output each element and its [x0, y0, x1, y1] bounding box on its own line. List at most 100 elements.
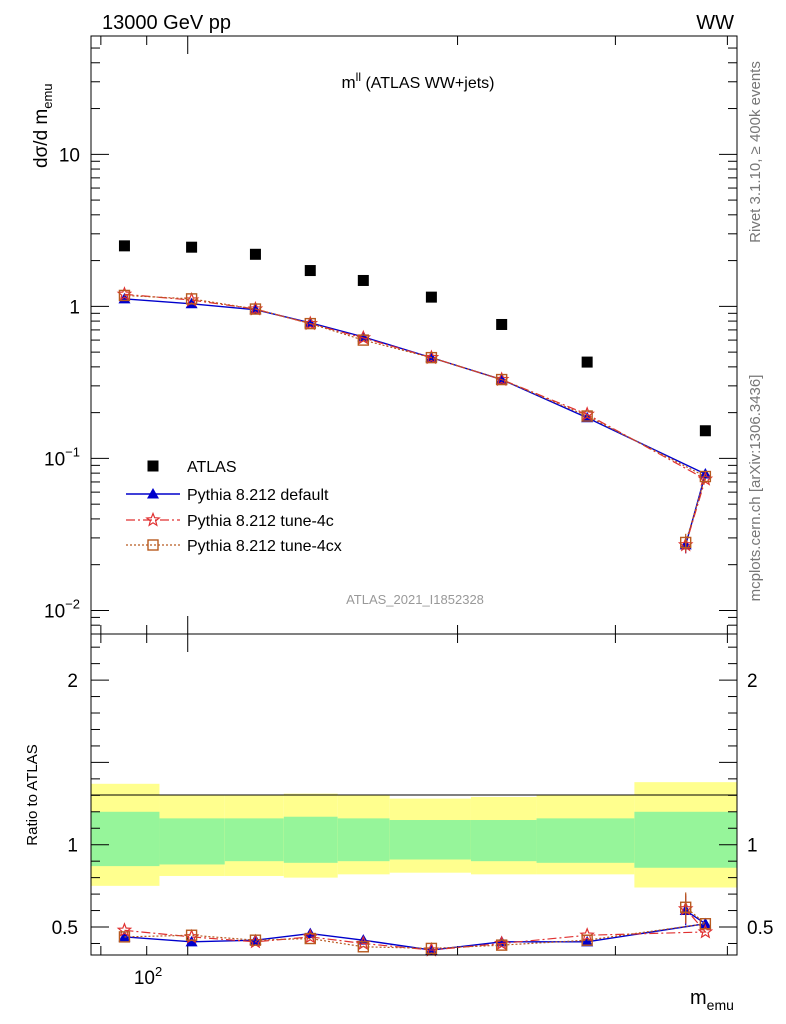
ratio-point [581, 935, 594, 947]
ratio-frame [90, 633, 738, 956]
data-point [186, 241, 198, 253]
ratio-y-tick-label-right: 0.5 [747, 918, 773, 939]
ratio-axis-ticks [91, 634, 737, 955]
legend-label: Pythia 8.212 tune-4c [187, 513, 334, 530]
band-green [159, 818, 225, 865]
ratio-point [249, 934, 262, 946]
ratio-y-axis-label: Ratio to ATLAS [24, 744, 41, 845]
ratio-point [185, 935, 198, 947]
y-tick-label: 10 [59, 145, 80, 166]
y-tick-label: 1 [69, 297, 80, 318]
legend-entry: ATLAS [147, 459, 237, 476]
ratio-point [699, 917, 712, 929]
band-green [536, 818, 635, 863]
data-point [425, 291, 437, 303]
data-point [118, 289, 131, 302]
band-green [337, 818, 390, 862]
ratio-series-line [124, 909, 708, 951]
ratio-point [697, 923, 714, 939]
data-point [249, 248, 261, 260]
ratio-y-tick-label: 2 [67, 671, 78, 692]
ratio-series-pythia-8-212-tune-4c [116, 894, 714, 957]
ratio-point [425, 942, 438, 955]
band-green [224, 818, 284, 862]
ratio-point [116, 922, 133, 937]
ratio-point [495, 939, 508, 951]
y-tick-label: 10−2 [44, 596, 80, 622]
series-line [124, 298, 707, 546]
band-green [283, 816, 338, 863]
band-green [91, 811, 160, 867]
ratio-series-line [124, 906, 707, 950]
mcplots-label: mcplots.cern.ch [arXiv:1306.3436] [747, 375, 764, 602]
ratio-point [579, 927, 595, 942]
upper-axis-ticks [91, 35, 737, 635]
series-pythia-8-212-tune-4c [116, 286, 714, 552]
upper-series [116, 240, 714, 554]
ratio-point [118, 930, 131, 942]
legend-entry: Pythia 8.212 default [126, 487, 329, 504]
data-point [581, 356, 593, 368]
data-point [357, 334, 370, 346]
data-point [699, 470, 712, 483]
ratio-y-tick-label-right: 1 [747, 836, 758, 857]
series-line [124, 294, 707, 543]
data-point [185, 293, 198, 305]
ratio-panel: 0.5 0.5 1 1 2 2 Ratio to ATLAS [24, 633, 774, 957]
legend-marker [147, 488, 159, 499]
data-point [699, 425, 711, 437]
data-point [304, 265, 316, 277]
y-tick-label: 10−1 [44, 444, 80, 470]
analysis-id: ATLAS_2021_I1852328 [346, 592, 484, 607]
legend-marker [147, 539, 159, 551]
ratio-series-pythia-8-212-tune-4cx [118, 892, 712, 955]
data-point [425, 351, 438, 364]
legend-entry: Pythia 8.212 tune-4c [126, 511, 334, 530]
legend: ATLAS Pythia 8.212 default Pythia 8.212 tu… [126, 459, 342, 555]
ratio-uncertainty-bands [91, 782, 737, 888]
legend-marker [145, 511, 161, 527]
data-point [581, 410, 593, 422]
band-green [634, 811, 737, 868]
ratio-point [581, 934, 593, 946]
header-right: WW [696, 12, 734, 34]
series-pythia-8-212-tune-4cx [118, 289, 712, 549]
series-pythia-8-212-default [118, 292, 712, 550]
x-tick-label-100: 102 [134, 964, 162, 989]
ratio-y-tick-labels: 0.5 0.5 1 1 2 2 [52, 671, 774, 939]
plot-title: mll (ATLAS WW+jets) [341, 70, 494, 92]
legend-entry: Pythia 8.212 tune-4cx [126, 538, 342, 555]
series-line [124, 293, 707, 546]
ratio-series [116, 892, 714, 957]
ratio-y-tick-label: 0.5 [52, 918, 78, 939]
rivet-version-label: Rivet 3.1.10, ≥ 400k events [747, 61, 764, 243]
data-point [304, 317, 316, 330]
legend-label: ATLAS [187, 459, 237, 476]
legend-label: Pythia 8.212 default [187, 487, 329, 504]
series-atlas [118, 240, 711, 437]
header-left: 13000 GeV pp [102, 12, 231, 34]
ratio-series-line [124, 908, 707, 951]
ratio-point [304, 932, 316, 945]
ratio-y-tick-label-right: 2 [747, 671, 758, 692]
legend-marker [147, 460, 159, 472]
band-green [470, 820, 537, 862]
data-point [357, 274, 369, 286]
ratio-point [185, 929, 198, 941]
y-axis-label: dσ/d memu [31, 83, 55, 168]
data-point [118, 240, 130, 252]
ratio-point [118, 931, 131, 943]
x-axis-label: memu [690, 987, 734, 1013]
ratio-series-pythia-8-212-default [118, 895, 712, 955]
upper-y-tick-labels: 10 1 10−1 10−2 [44, 145, 80, 622]
upper-panel: 10 1 10−1 10−2 mll (ATLAS WW+jets) dσ/d mem… [31, 35, 738, 635]
data-point [495, 373, 508, 386]
ratio-y-tick-label: 1 [67, 836, 78, 857]
band-green [389, 820, 471, 860]
ratio-point [699, 918, 712, 930]
ratio-point [357, 941, 370, 953]
data-point [249, 303, 262, 315]
legend-label: Pythia 8.212 tune-4cx [187, 538, 342, 555]
data-point [496, 318, 508, 330]
